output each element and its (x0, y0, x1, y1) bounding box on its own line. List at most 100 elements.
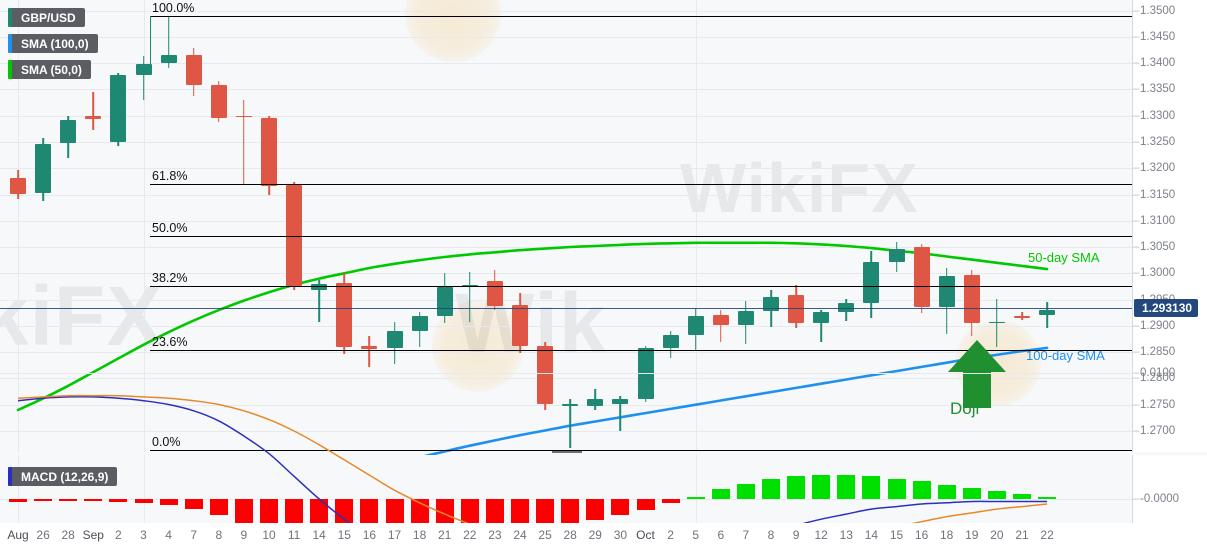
candlestick[interactable] (261, 115, 277, 196)
candlestick[interactable] (737, 300, 754, 344)
macd-histogram-bar (787, 476, 806, 499)
macd-histogram-bar (536, 499, 555, 530)
candlestick[interactable] (135, 55, 152, 100)
candle-body (135, 63, 152, 76)
candlestick[interactable] (185, 48, 202, 96)
current-price-line (0, 308, 1133, 309)
macd-panel[interactable]: MACD (12,26,9) (0, 373, 1133, 555)
candlestick[interactable] (361, 336, 378, 367)
candlestick[interactable] (863, 251, 880, 319)
candlestick[interactable] (662, 331, 679, 359)
legend-gbpusd[interactable]: GBP/USD (8, 8, 85, 27)
macd-legend[interactable]: MACD (12,26,9) (8, 467, 118, 486)
macd-legend-label: MACD (12,26,9) (21, 469, 109, 484)
time-tick-label: 25 (538, 528, 552, 542)
gridline-vertical (18, 0, 19, 452)
time-tick-label: 22 (463, 528, 477, 542)
macd-lines (17, 394, 1048, 555)
candlestick[interactable] (838, 298, 855, 321)
macd-histogram-bar (762, 478, 780, 499)
candlestick[interactable] (85, 91, 102, 131)
candlestick[interactable] (1039, 301, 1056, 328)
candlestick[interactable] (612, 396, 629, 431)
doji-annotation-label: Doji (950, 399, 980, 418)
candlestick[interactable] (788, 284, 805, 328)
time-axis[interactable]: Aug 26 28 Sep 2 3 4 7 8 9 10 11 14 15 16 17 18 21 22 23 24 25… (0, 523, 1207, 555)
candlestick[interactable] (436, 273, 453, 323)
time-tick-label: 17 (387, 528, 402, 542)
candlestick[interactable] (10, 170, 26, 200)
candlestick[interactable] (512, 293, 528, 354)
candlestick[interactable] (210, 80, 227, 122)
gridline (0, 168, 1133, 170)
candlestick[interactable] (235, 99, 252, 185)
price-tick-label: –1.3350 (1133, 83, 1176, 96)
candlestick[interactable] (813, 310, 830, 342)
sma50-line (16, 241, 1049, 412)
candlestick[interactable] (537, 341, 554, 410)
gridline-vertical (143, 0, 145, 452)
candlestick[interactable] (336, 273, 353, 355)
macd-axis[interactable]: –0.0100 –-0.0000 (1133, 367, 1207, 523)
macd-histogram-bar (34, 499, 53, 501)
candlestick[interactable] (1014, 312, 1030, 320)
gridline (0, 378, 1133, 380)
gridline (0, 220, 1133, 222)
fib-line-23.6[interactable] (150, 349, 1133, 351)
time-tick-label: 6 (717, 528, 725, 542)
candle-body (185, 55, 202, 86)
fib-line-61.8[interactable] (150, 184, 1133, 185)
candlestick[interactable] (386, 321, 403, 364)
macd-histogram-bar (887, 478, 906, 499)
candle-wick (92, 91, 95, 131)
fib-line-50.0[interactable] (150, 235, 1133, 237)
fib-line-38.2[interactable] (150, 286, 1133, 288)
candlestick[interactable] (35, 137, 52, 201)
time-tick-label: 19 (965, 528, 979, 542)
time-tick-label: 13 (839, 528, 853, 542)
gridline-vertical (143, 455, 145, 523)
legend-sma100[interactable]: SMA (100,0) (8, 34, 98, 53)
candlestick[interactable] (587, 388, 604, 410)
fib-line-100.0[interactable] (150, 15, 1133, 17)
time-tick-label: 22 (1040, 528, 1054, 542)
candlestick[interactable] (160, 15, 177, 68)
price-tick-label: –1.3450 (1133, 30, 1176, 43)
macd-histogram-bar (1038, 496, 1057, 499)
candle-body (813, 312, 830, 323)
candle-wick (142, 55, 145, 100)
candlestick[interactable] (888, 241, 905, 273)
gridline (0, 63, 1133, 65)
time-tick-label: 29 (588, 528, 602, 542)
candlestick[interactable] (712, 310, 729, 342)
legend-sma50[interactable]: SMA (50,0) (8, 60, 91, 79)
candlestick[interactable] (461, 272, 478, 322)
candle-body (436, 286, 453, 317)
fib-line-0.0[interactable] (150, 450, 1133, 452)
macd-histogram-bar (84, 499, 103, 501)
candle-body (336, 282, 353, 347)
candlestick[interactable] (988, 298, 1005, 347)
time-tick-label: 28 (61, 528, 75, 542)
legend-label: GBP/USD (21, 10, 76, 25)
candlestick[interactable] (60, 115, 77, 159)
candlestick[interactable] (938, 268, 955, 335)
macd-histogram-bar (59, 499, 78, 501)
candle-body (838, 302, 855, 313)
candlestick[interactable] (913, 243, 930, 314)
time-tick-label: 10 (262, 528, 276, 542)
candlestick[interactable] (411, 312, 428, 347)
gridline-vertical (18, 455, 19, 523)
gridline (0, 10, 1133, 12)
price-axis[interactable]: –1.3500 –1.3450 –1.3400 –1.3350 –1.3300 –1.32… (1133, 0, 1207, 452)
time-tick-label: 15 (889, 528, 904, 542)
candlestick[interactable] (687, 308, 704, 352)
candlestick[interactable] (110, 72, 127, 147)
candlestick[interactable] (562, 399, 579, 448)
candle-body (938, 276, 955, 307)
candle-wick (469, 272, 471, 322)
candle-body (712, 315, 729, 325)
candle-body (587, 399, 604, 406)
price-chart-panel[interactable]: kiFX Wik WikiFX 100.0% 61.8% 50.0% 38.2% 23.… (0, 0, 1133, 522)
price-tick-label: –1.3400 (1133, 57, 1176, 70)
